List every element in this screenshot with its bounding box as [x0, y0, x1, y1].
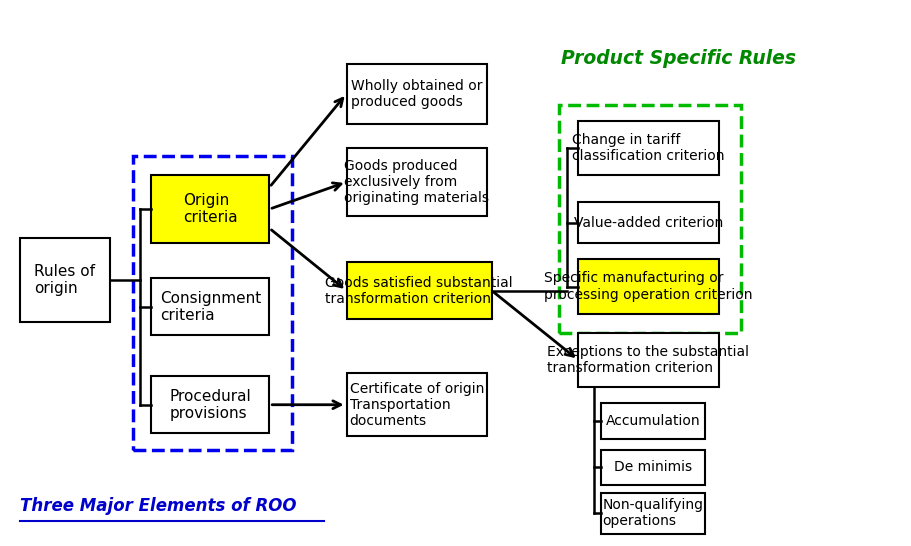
- FancyBboxPatch shape: [578, 333, 719, 387]
- FancyBboxPatch shape: [601, 449, 705, 485]
- Text: Rules of
origin: Rules of origin: [35, 264, 96, 296]
- Text: Goods satisfied substantial
transformation criterion: Goods satisfied substantial transformati…: [325, 276, 513, 306]
- Text: Procedural
provisions: Procedural provisions: [169, 389, 251, 421]
- Text: Product Specific Rules: Product Specific Rules: [560, 49, 795, 68]
- Text: Three Major Elements of ROO: Three Major Elements of ROO: [19, 497, 296, 515]
- FancyBboxPatch shape: [151, 175, 270, 243]
- FancyBboxPatch shape: [601, 493, 705, 534]
- Text: Certificate of origin
Transportation
documents: Certificate of origin Transportation doc…: [350, 382, 484, 428]
- Text: Wholly obtained or
produced goods: Wholly obtained or produced goods: [351, 79, 483, 109]
- Text: De minimis: De minimis: [614, 460, 692, 474]
- FancyBboxPatch shape: [346, 262, 492, 319]
- FancyBboxPatch shape: [346, 64, 487, 123]
- Text: Change in tariff
classification criterion: Change in tariff classification criterio…: [572, 133, 725, 163]
- FancyBboxPatch shape: [601, 403, 705, 438]
- FancyBboxPatch shape: [346, 373, 487, 436]
- Text: Specific manufacturing or
processing operation criterion: Specific manufacturing or processing ope…: [544, 271, 752, 302]
- FancyBboxPatch shape: [346, 148, 487, 216]
- FancyBboxPatch shape: [578, 203, 719, 243]
- Text: Consignment
criteria: Consignment criteria: [159, 291, 261, 323]
- Text: Accumulation: Accumulation: [606, 414, 701, 428]
- Text: Exceptions to the substantial
transformation criterion: Exceptions to the substantial transforma…: [548, 345, 750, 375]
- Text: Non-qualifying
operations: Non-qualifying operations: [602, 498, 703, 529]
- Text: Value-added criterion: Value-added criterion: [574, 216, 723, 230]
- FancyBboxPatch shape: [578, 121, 719, 175]
- FancyBboxPatch shape: [151, 278, 270, 335]
- Text: Origin
criteria: Origin criteria: [183, 193, 238, 225]
- FancyBboxPatch shape: [151, 376, 270, 433]
- FancyBboxPatch shape: [19, 238, 110, 322]
- Text: Goods produced
exclusively from
originating materials: Goods produced exclusively from originat…: [344, 159, 489, 205]
- FancyBboxPatch shape: [578, 259, 719, 314]
